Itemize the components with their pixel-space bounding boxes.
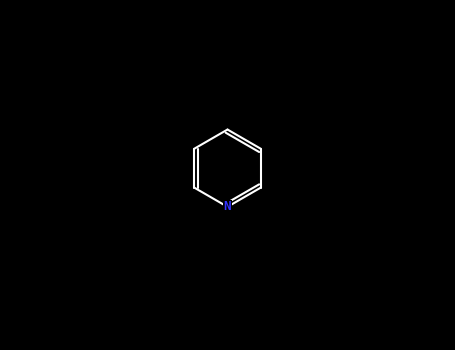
Text: N: N — [224, 200, 231, 213]
